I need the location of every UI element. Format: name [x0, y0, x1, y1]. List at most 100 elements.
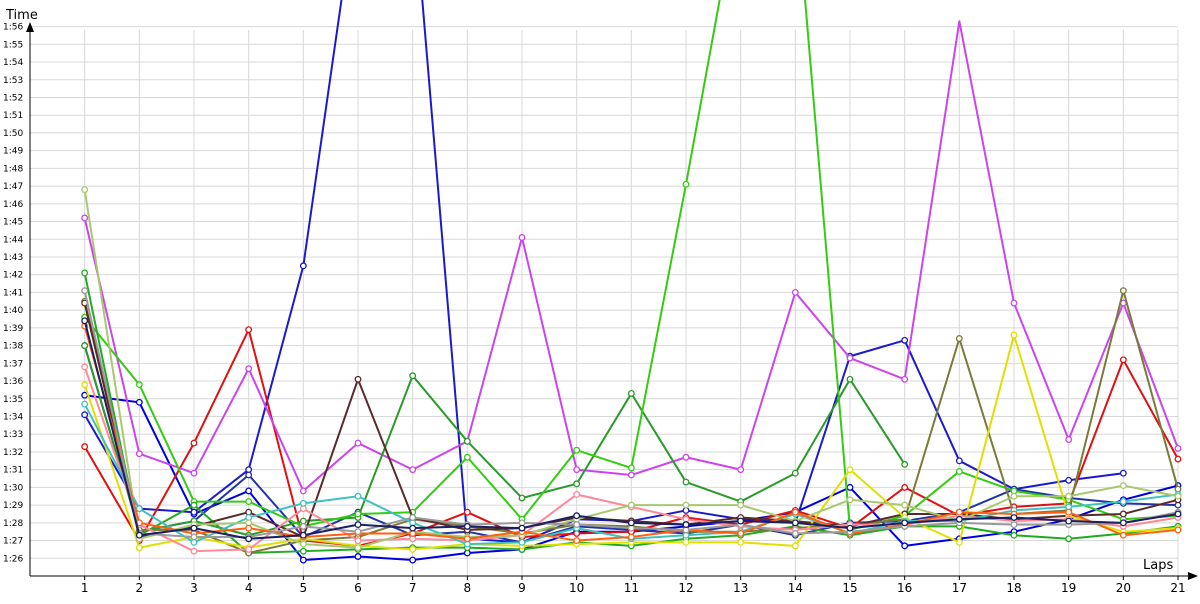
- data-point: [791, 542, 799, 550]
- data-point: [1119, 531, 1127, 539]
- data-point: [1065, 517, 1073, 525]
- data-point: [1119, 482, 1127, 490]
- data-point: [627, 471, 635, 479]
- data-point: [81, 214, 89, 222]
- data-point: [245, 487, 253, 495]
- data-point: [190, 469, 198, 477]
- data-point: [573, 512, 581, 520]
- data-point: [955, 467, 963, 475]
- data-point: [409, 545, 417, 553]
- data-point: [627, 390, 635, 397]
- x-tick-label: 13: [733, 581, 748, 595]
- x-tick-labels: 1 2 3 4 5 6 7 8 9 10 11 12 13 14 15 16 17 18 19 20 21: [81, 581, 1186, 595]
- data-point: [81, 400, 89, 408]
- data-point: [955, 538, 963, 546]
- axes: Time Laps: [5, 8, 1198, 580]
- data-point: [135, 505, 143, 513]
- y-tick-label: 1:37: [3, 359, 23, 369]
- data-point: [463, 522, 471, 530]
- data-point: [299, 556, 307, 564]
- series: [81, 0, 1182, 564]
- y-tick-label: 1:54: [3, 58, 23, 68]
- x-tick-label: 17: [952, 581, 967, 595]
- y-tick-label: 1:29: [3, 501, 23, 511]
- x-tick-label: 4: [245, 581, 253, 595]
- y-tick-labels: 1:26 1:27 1:28 1:29 1:30 1:31 1:32 1:33 1:34 1:35…: [3, 23, 23, 565]
- data-point: [135, 544, 143, 552]
- data-point: [190, 533, 198, 541]
- data-point: [682, 501, 690, 509]
- data-point: [901, 375, 909, 383]
- x-tick-label: 18: [1006, 581, 1021, 595]
- data-point: [573, 537, 581, 545]
- data-point: [791, 530, 799, 537]
- data-point: [1119, 519, 1127, 527]
- data-point: [409, 466, 417, 474]
- x-tick-label: 6: [354, 581, 362, 595]
- x-axis-title: Laps: [1143, 558, 1173, 573]
- data-point: [955, 515, 963, 523]
- y-tick-label: 1:36: [3, 377, 23, 387]
- data-point: [573, 480, 581, 488]
- y-tick-label: 1:31: [3, 466, 23, 476]
- data-point: [354, 544, 362, 552]
- data-point: [682, 521, 690, 529]
- y-tick-label: 1:49: [3, 147, 23, 157]
- data-point: [846, 496, 854, 504]
- x-tick-label: 19: [1061, 581, 1076, 595]
- data-point: [1065, 508, 1073, 516]
- data-point: [518, 538, 526, 546]
- data-point: [1119, 287, 1127, 295]
- data-point: [463, 453, 471, 461]
- y-tick-label: 1:39: [3, 324, 23, 334]
- data-point: [354, 521, 362, 529]
- data-point: [901, 460, 909, 468]
- data-point: [955, 508, 963, 516]
- data-point: [245, 524, 253, 532]
- data-point: [1119, 469, 1127, 477]
- data-point: [245, 535, 253, 543]
- y-tick-label: 1:51: [3, 111, 23, 121]
- data-point: [518, 524, 526, 532]
- data-point: [409, 372, 417, 380]
- data-point: [1119, 510, 1127, 518]
- y-axis-title: Time: [5, 8, 38, 23]
- data-point: [955, 457, 963, 465]
- data-point: [1065, 436, 1073, 443]
- data-point: [955, 335, 963, 342]
- data-point: [791, 508, 799, 516]
- y-tick-label: 1:56: [3, 23, 23, 33]
- data-point: [299, 499, 307, 507]
- data-point: [354, 492, 362, 500]
- x-tick-label: 5: [300, 581, 308, 595]
- series-17: [81, 317, 1182, 543]
- data-point: [1174, 455, 1182, 463]
- data-point: [245, 365, 253, 373]
- data-point: [901, 501, 909, 509]
- data-point: [190, 524, 198, 532]
- data-point: [1119, 498, 1127, 506]
- data-point: [299, 540, 307, 548]
- y-tick-label: 1:50: [3, 129, 23, 139]
- data-point: [354, 528, 362, 536]
- y-axis-arrow-icon: [26, 22, 34, 32]
- data-point: [1010, 299, 1018, 307]
- data-point: [573, 446, 581, 454]
- y-tick-label: 1:35: [3, 395, 23, 405]
- data-point: [81, 411, 89, 419]
- data-point: [245, 545, 253, 553]
- data-point: [245, 498, 253, 506]
- data-point: [791, 469, 799, 477]
- y-tick-label: 1:52: [3, 93, 23, 103]
- data-point: [518, 234, 526, 241]
- data-point: [354, 510, 362, 518]
- data-point: [846, 483, 854, 491]
- x-tick-label: 8: [464, 581, 472, 595]
- y-tick-label: 1:28: [3, 519, 23, 529]
- data-point: [627, 464, 635, 472]
- data-point: [299, 531, 307, 539]
- data-point: [1065, 476, 1073, 484]
- y-tick-label: 1:32: [3, 448, 23, 458]
- data-point: [682, 538, 690, 546]
